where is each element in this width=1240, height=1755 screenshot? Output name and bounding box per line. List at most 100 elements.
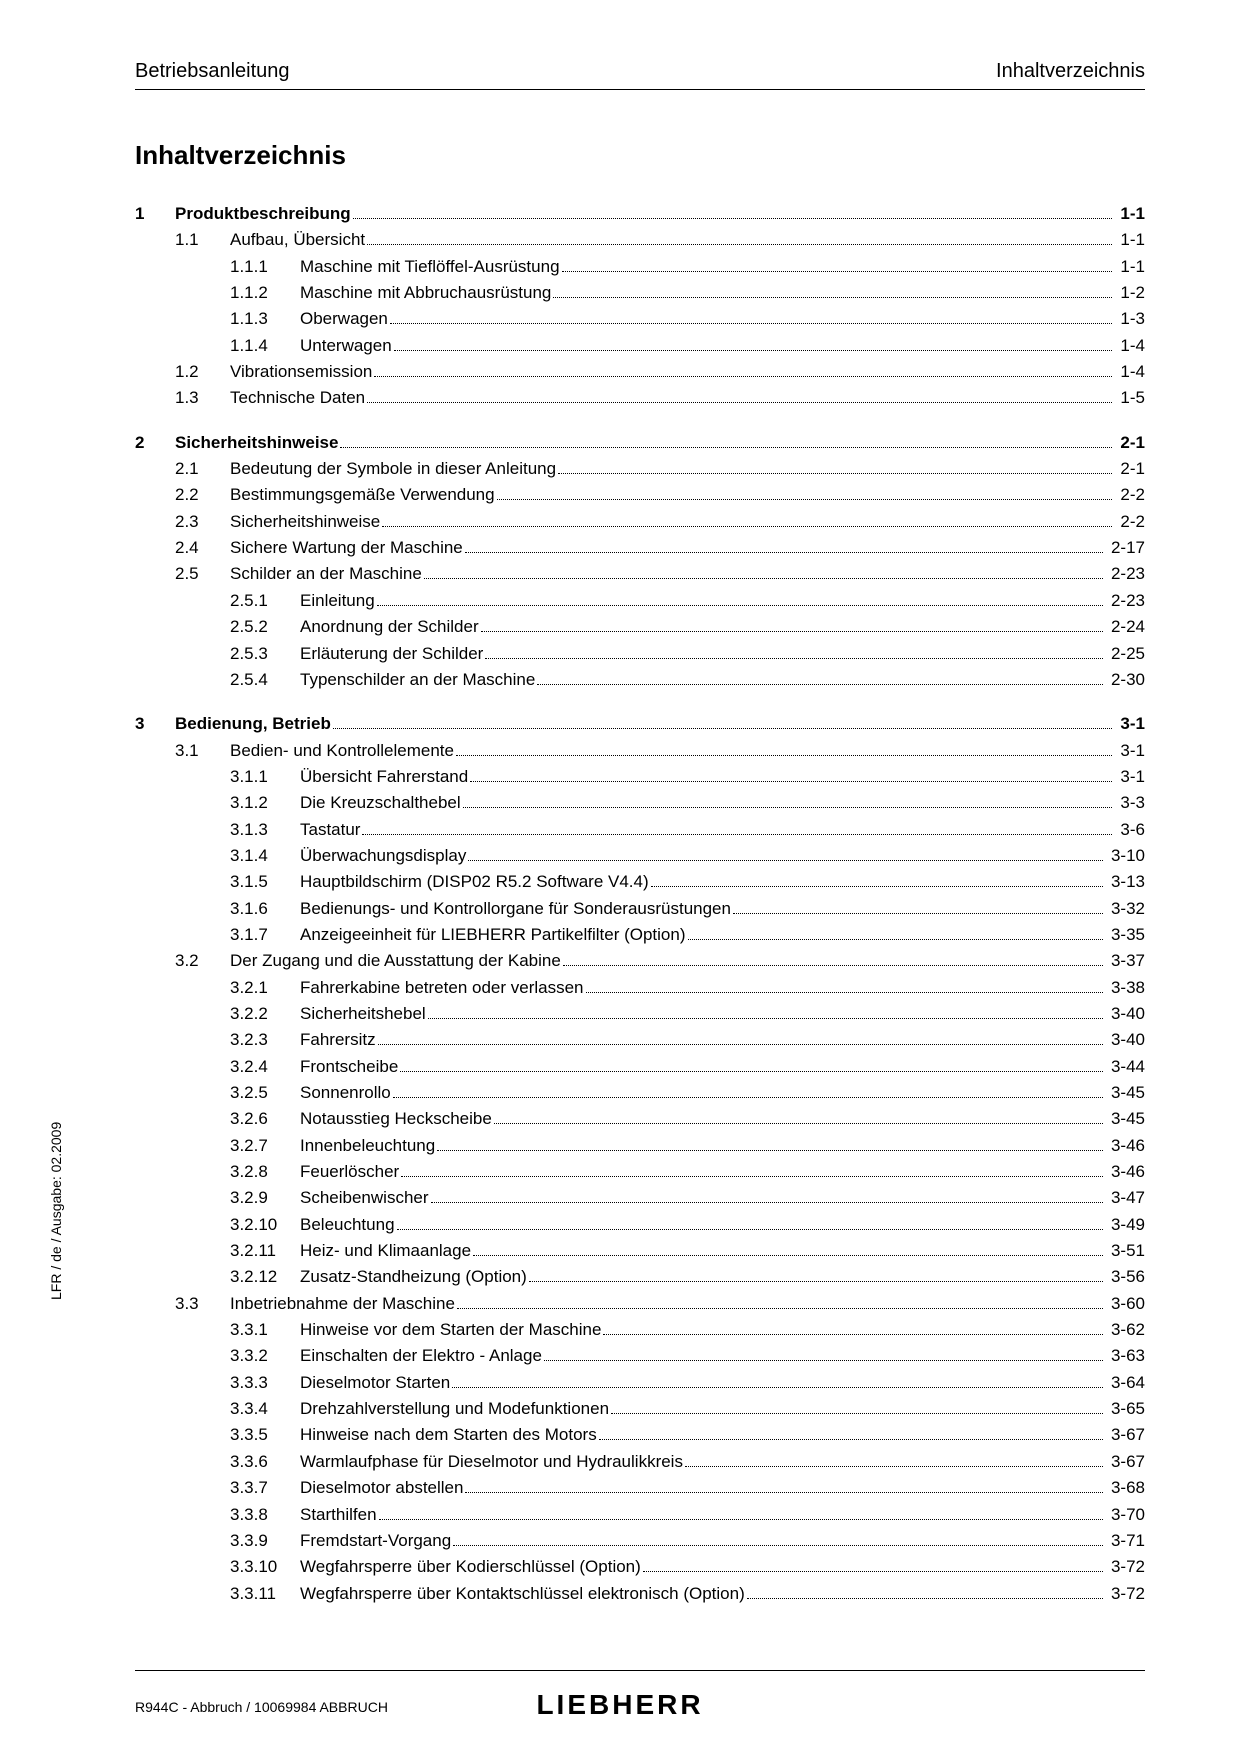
toc-number: 2.1 — [175, 456, 230, 482]
toc-number: 3.2.11 — [230, 1238, 300, 1264]
toc-entry: 3.2.6Notausstieg Heckscheibe3-45 — [135, 1106, 1145, 1132]
toc-leader-dots — [586, 992, 1103, 993]
toc-entry: 3.2.10Beleuchtung3-49 — [135, 1212, 1145, 1238]
toc-entry: 2.3Sicherheitshinweise2-2 — [135, 509, 1145, 535]
table-of-contents: 1Produktbeschreibung1-11.1Aufbau, Übersi… — [135, 201, 1145, 1607]
toc-entry: 1.1Aufbau, Übersicht1-1 — [135, 227, 1145, 253]
toc-number: 3.2.5 — [230, 1080, 300, 1106]
toc-number: 3.3.3 — [230, 1370, 300, 1396]
toc-page: 1-2 — [1116, 280, 1145, 306]
toc-entry: 3.3.9Fremdstart-Vorgang3-71 — [135, 1528, 1145, 1554]
toc-leader-dots — [529, 1281, 1103, 1282]
toc-entry: 3.2Der Zugang und die Ausstattung der Ka… — [135, 948, 1145, 974]
toc-label: Beleuchtung — [300, 1212, 395, 1238]
toc-page: 1-1 — [1116, 254, 1145, 280]
toc-page: 3-45 — [1107, 1106, 1145, 1132]
toc-entry: 2.2Bestimmungsgemäße Verwendung2-2 — [135, 482, 1145, 508]
toc-number: 3.2.4 — [230, 1054, 300, 1080]
toc-label: Bedienungs- und Kontrollorgane für Sonde… — [300, 896, 731, 922]
toc-leader-dots — [367, 402, 1112, 403]
toc-leader-dots — [465, 552, 1103, 553]
toc-page: 3-67 — [1107, 1449, 1145, 1475]
toc-page: 3-6 — [1116, 817, 1145, 843]
toc-page: 3-35 — [1107, 922, 1145, 948]
footer-rule — [135, 1670, 1145, 1671]
toc-label: Übersicht Fahrerstand — [300, 764, 468, 790]
toc-label: Erläuterung der Schilder — [300, 641, 483, 667]
toc-entry: 3.3.1Hinweise vor dem Starten der Maschi… — [135, 1317, 1145, 1343]
toc-leader-dots — [651, 886, 1103, 887]
toc-page: 2-23 — [1107, 561, 1145, 587]
toc-label: Frontscheibe — [300, 1054, 398, 1080]
toc-label: Drehzahlverstellung und Modefunktionen — [300, 1396, 609, 1422]
toc-label: Notausstieg Heckscheibe — [300, 1106, 492, 1132]
toc-number: 3.3.10 — [230, 1554, 300, 1580]
toc-leader-dots — [473, 1255, 1103, 1256]
toc-entry: 3.2.12Zusatz-Standheizung (Option)3-56 — [135, 1264, 1145, 1290]
toc-leader-dots — [611, 1413, 1103, 1414]
toc-label: Schilder an der Maschine — [230, 561, 422, 587]
toc-page: 2-2 — [1116, 482, 1145, 508]
side-edition-text: LFR / de / Ausgabe: 02.2009 — [48, 1122, 64, 1300]
toc-page: 3-40 — [1107, 1027, 1145, 1053]
toc-leader-dots — [485, 658, 1103, 659]
toc-page: 3-56 — [1107, 1264, 1145, 1290]
toc-number: 3.1.3 — [230, 817, 300, 843]
toc-entry: 3.2.9Scheibenwischer3-47 — [135, 1185, 1145, 1211]
toc-leader-dots — [431, 1202, 1103, 1203]
toc-label: Dieselmotor Starten — [300, 1370, 450, 1396]
toc-page: 3-72 — [1107, 1581, 1145, 1607]
toc-entry: 2.5.4Typenschilder an der Maschine2-30 — [135, 667, 1145, 693]
toc-page: 3-1 — [1116, 711, 1145, 737]
toc-leader-dots — [685, 1466, 1103, 1467]
toc-leader-dots — [544, 1360, 1103, 1361]
toc-number: 2.5.4 — [230, 667, 300, 693]
toc-page: 3-51 — [1107, 1238, 1145, 1264]
toc-label: Einschalten der Elektro - Anlage — [300, 1343, 542, 1369]
toc-leader-dots — [378, 1044, 1103, 1045]
toc-number: 1 — [135, 201, 175, 227]
toc-number: 3.2.2 — [230, 1001, 300, 1027]
toc-label: Hinweise nach dem Starten des Motors — [300, 1422, 597, 1448]
toc-leader-dots — [428, 1018, 1103, 1019]
toc-leader-dots — [393, 1097, 1103, 1098]
toc-entry: 3.1.6Bedienungs- und Kontrollorgane für … — [135, 896, 1145, 922]
toc-number: 3.3.5 — [230, 1422, 300, 1448]
toc-entry: 3.2.8Feuerlöscher3-46 — [135, 1159, 1145, 1185]
toc-leader-dots — [465, 1492, 1103, 1493]
toc-page: 3-45 — [1107, 1080, 1145, 1106]
toc-entry: 3.3.10Wegfahrsperre über Kodierschlüssel… — [135, 1554, 1145, 1580]
toc-entry: 3.1.5Hauptbildschirm (DISP02 R5.2 Softwa… — [135, 869, 1145, 895]
toc-page: 3-70 — [1107, 1502, 1145, 1528]
toc-page: 2-1 — [1116, 456, 1145, 482]
toc-entry: 3.3.8Starthilfen 3-70 — [135, 1502, 1145, 1528]
toc-page: 3-67 — [1107, 1422, 1145, 1448]
toc-entry: 3.2.4Frontscheibe3-44 — [135, 1054, 1145, 1080]
toc-page: 2-17 — [1107, 535, 1145, 561]
toc-entry: 3.1.3Tastatur3-6 — [135, 817, 1145, 843]
toc-leader-dots — [374, 376, 1112, 377]
toc-number: 3.3.6 — [230, 1449, 300, 1475]
toc-number: 3.3.8 — [230, 1502, 300, 1528]
toc-entry: 2.5.2Anordnung der Schilder2-24 — [135, 614, 1145, 640]
toc-leader-dots — [558, 473, 1112, 474]
toc-label: Bedeutung der Symbole in dieser Anleitun… — [230, 456, 556, 482]
toc-label: Hinweise vor dem Starten der Maschine — [300, 1317, 601, 1343]
toc-number: 3.1.6 — [230, 896, 300, 922]
toc-label: Warmlaufphase für Dieselmotor und Hydrau… — [300, 1449, 683, 1475]
toc-label: Sicherheitshinweise — [230, 509, 380, 535]
toc-leader-dots — [563, 965, 1103, 966]
toc-entry: 3.2.7Innenbeleuchtung3-46 — [135, 1133, 1145, 1159]
toc-label: Starthilfen — [300, 1502, 377, 1528]
toc-number: 1.2 — [175, 359, 230, 385]
toc-number: 3.1 — [175, 738, 230, 764]
header-left: Betriebsanleitung — [135, 60, 290, 83]
toc-entry: 3.3.2Einschalten der Elektro - Anlage3-6… — [135, 1343, 1145, 1369]
toc-number: 3.1.7 — [230, 922, 300, 948]
toc-leader-dots — [452, 1387, 1103, 1388]
toc-number: 3.3.2 — [230, 1343, 300, 1369]
toc-entry: 3.2.2Sicherheitshebel3-40 — [135, 1001, 1145, 1027]
toc-number: 2.5 — [175, 561, 230, 587]
toc-number: 1.1.1 — [230, 254, 300, 280]
toc-label: Unterwagen — [300, 333, 392, 359]
